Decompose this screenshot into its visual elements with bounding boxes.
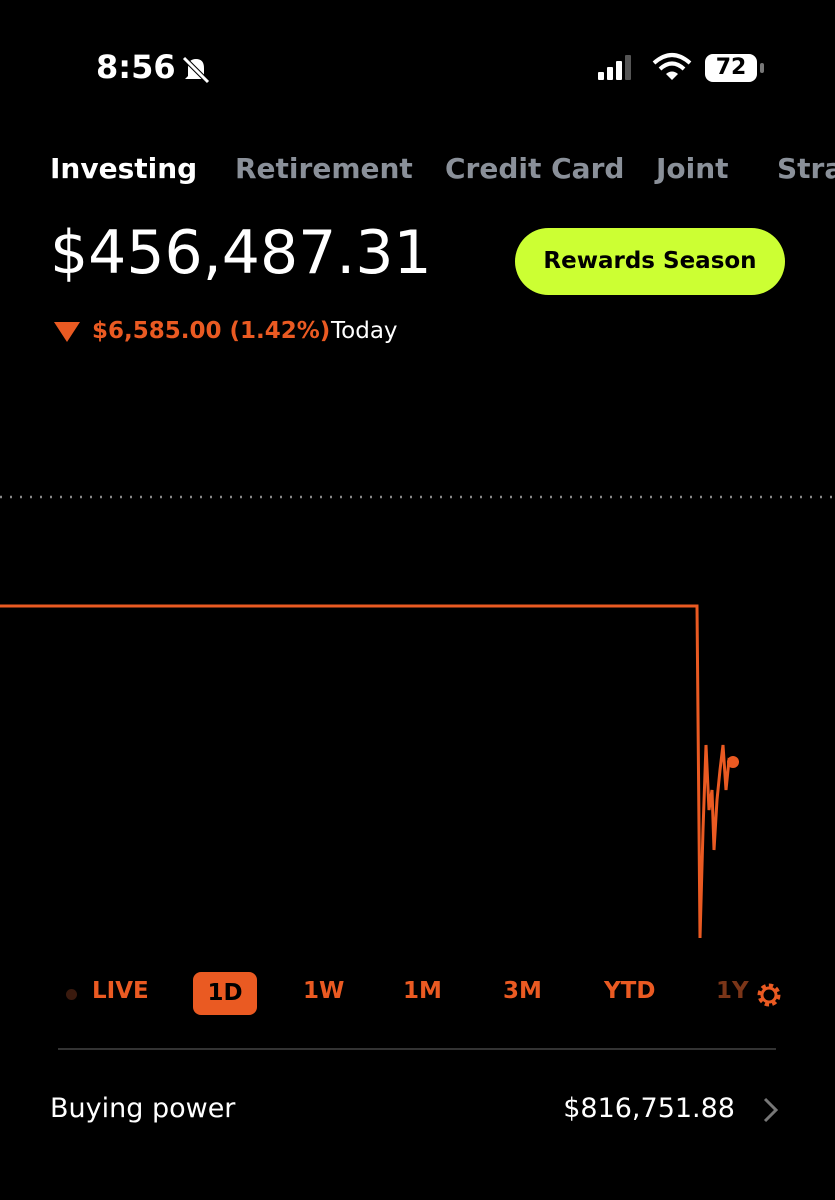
- balance: $456,487.31: [50, 218, 432, 288]
- tab[interactable]: Joint: [656, 152, 729, 185]
- change-amount: $6,585.00 (1.42%): [92, 318, 331, 344]
- range-button[interactable]: YTD: [604, 978, 656, 1004]
- rewards-button[interactable]: Rewards Season: [515, 228, 785, 295]
- range-button[interactable]: 1M: [403, 978, 442, 1004]
- divider: [58, 1048, 776, 1050]
- range-button[interactable]: LIVE: [92, 978, 149, 1004]
- price-line: [0, 604, 734, 939]
- mute-icon: [182, 56, 210, 84]
- settings-icon[interactable]: [754, 980, 784, 1010]
- wifi-icon: [652, 53, 692, 80]
- tab[interactable]: Credit Card: [445, 152, 625, 185]
- change-period: Today: [331, 318, 398, 344]
- signal-icon: [598, 55, 631, 80]
- range-button[interactable]: 1Y: [716, 978, 749, 1004]
- range-button[interactable]: 3M: [503, 978, 542, 1004]
- live-dot: [66, 989, 77, 1000]
- buying-power-value: $816,751.88: [563, 1093, 735, 1124]
- buying-power-label: Buying power: [50, 1093, 236, 1124]
- chart: [0, 495, 835, 939]
- down-arrow: [54, 322, 80, 342]
- tab[interactable]: Stra: [777, 152, 835, 185]
- range-button[interactable]: 1W: [303, 978, 345, 1004]
- tab[interactable]: Retirement: [235, 152, 413, 185]
- chevron[interactable]: [762, 1096, 780, 1124]
- range-button[interactable]: 1D: [193, 972, 257, 1015]
- clock: 8:56: [96, 48, 176, 86]
- current-dot: [727, 756, 739, 768]
- tab[interactable]: Investing: [50, 152, 198, 185]
- battery: 72: [705, 54, 757, 82]
- battery-tip: [760, 63, 764, 73]
